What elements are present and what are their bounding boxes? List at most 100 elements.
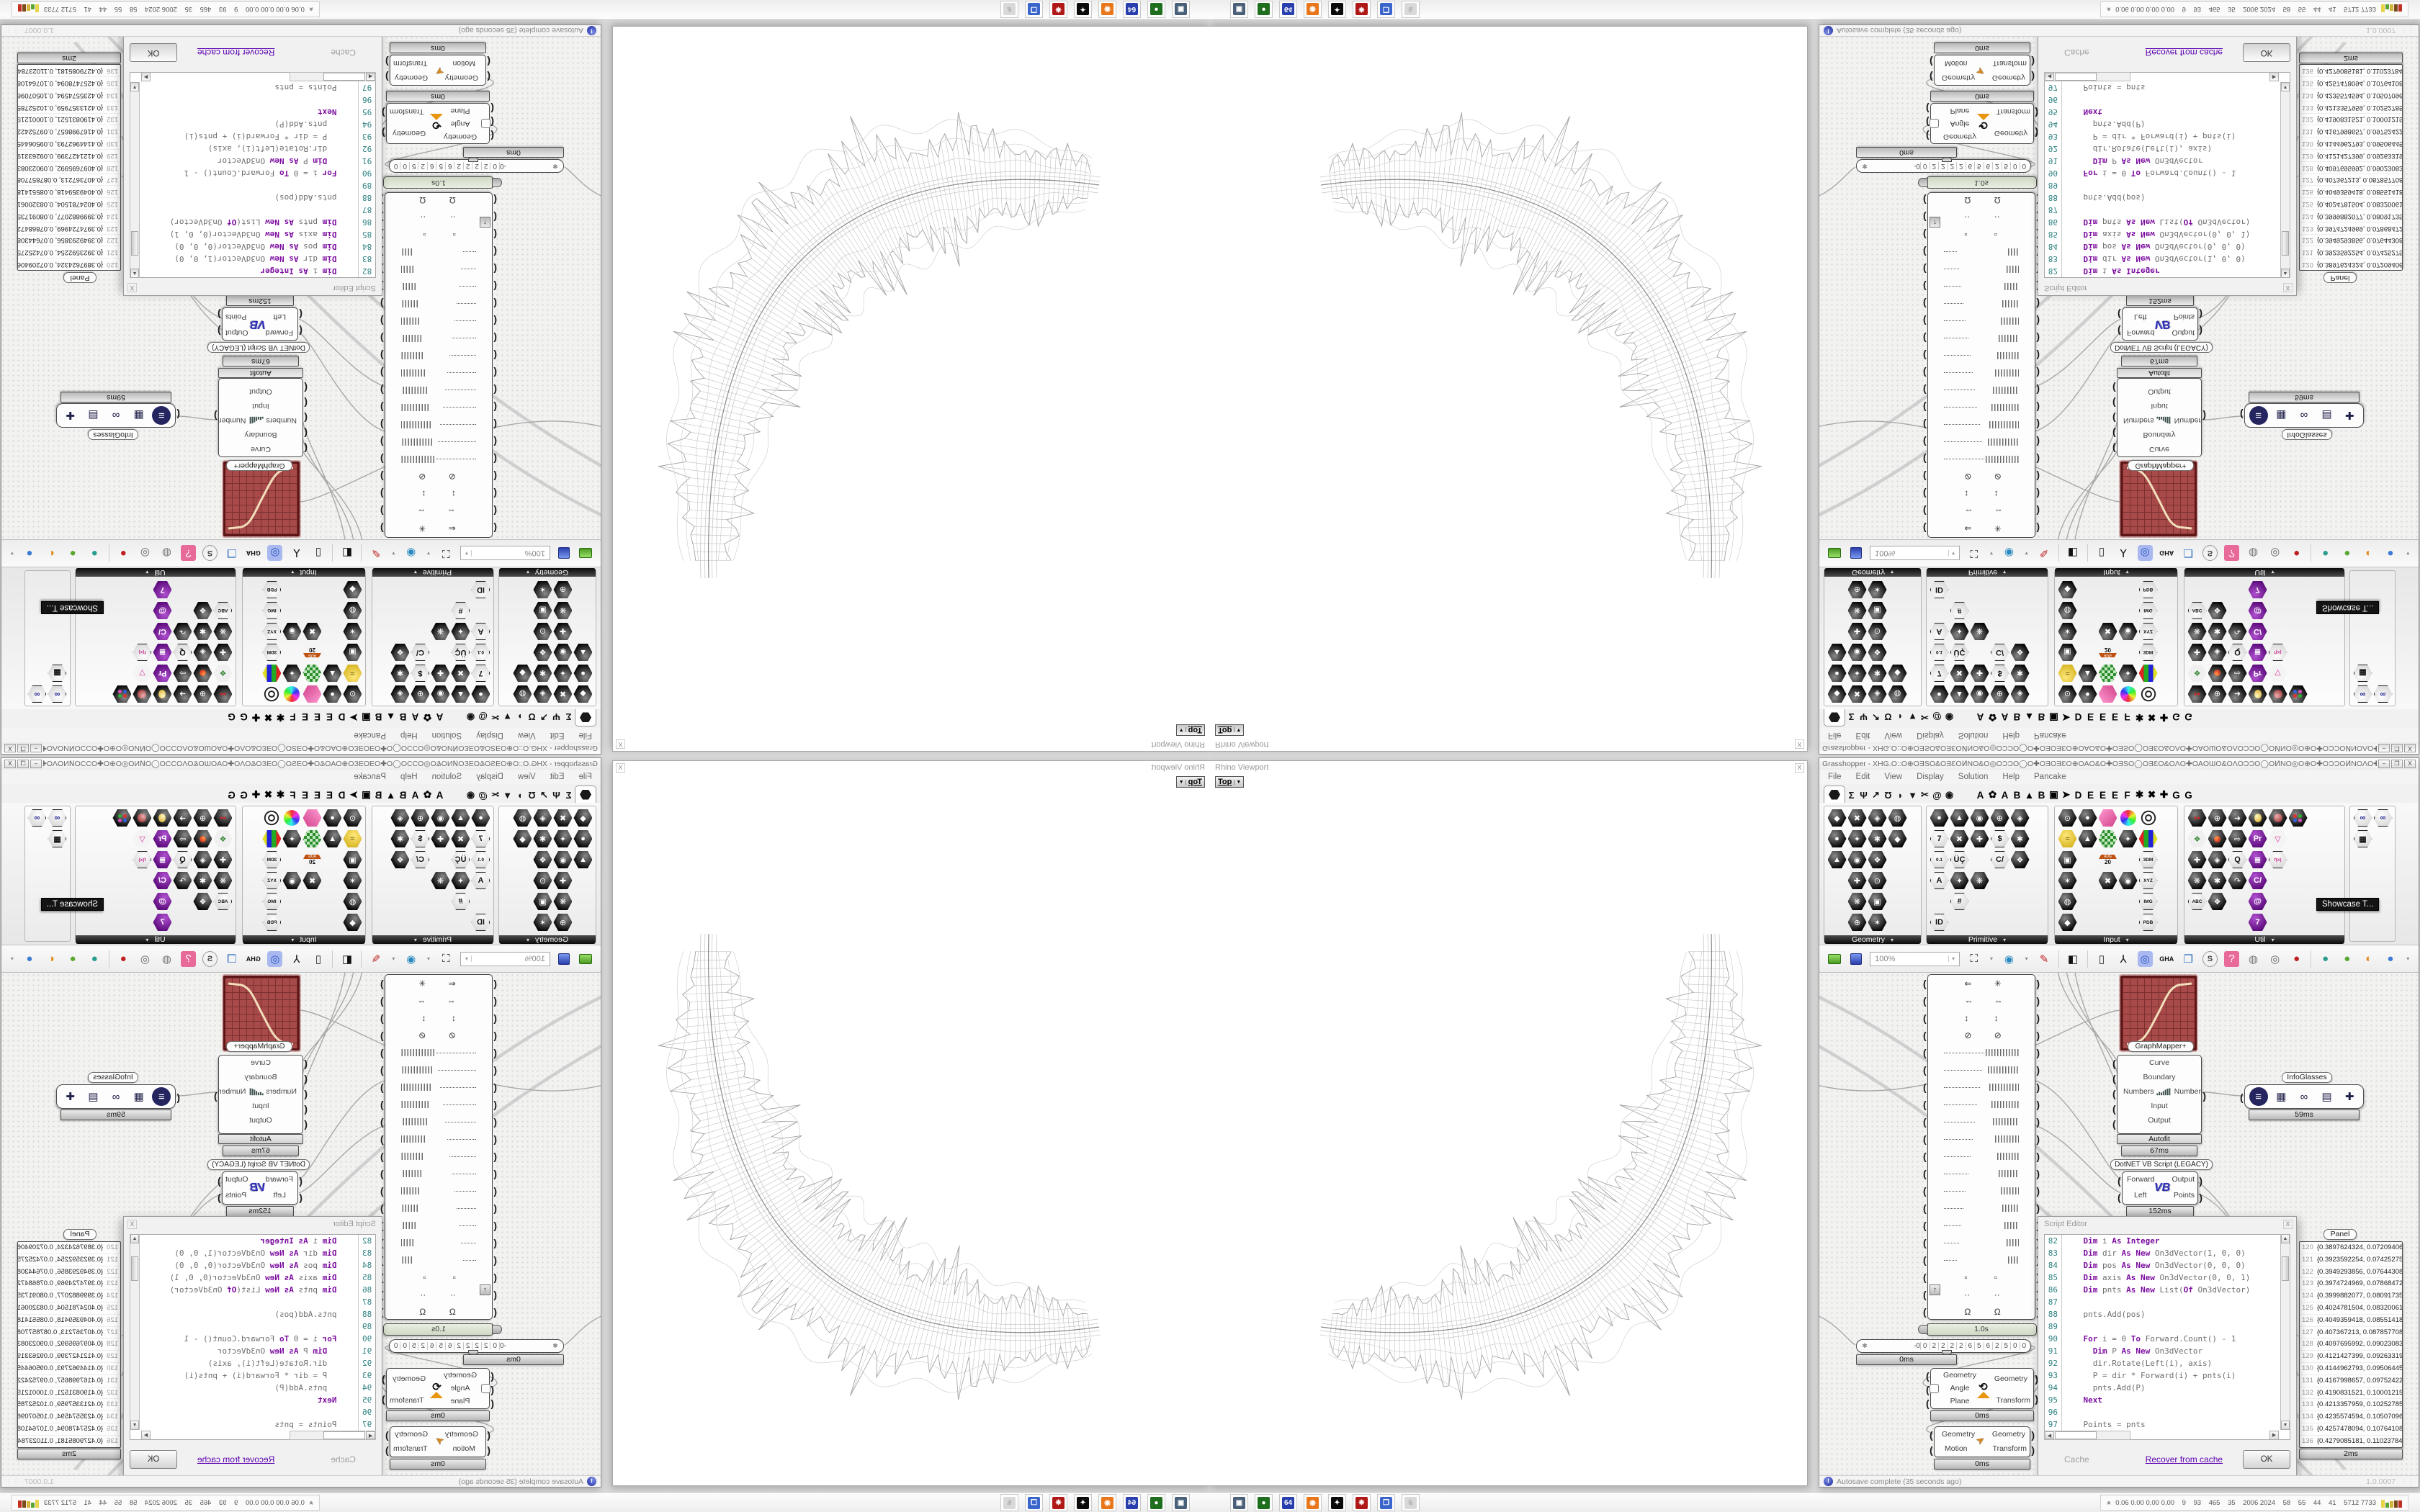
palette-icon[interactable]: ✶ (2058, 623, 2077, 640)
hscroll-thumb[interactable] (323, 1431, 365, 1439)
wire-hook[interactable]: ( (1923, 505, 1927, 517)
palette-icon-xyz[interactable]: XYZ (263, 872, 282, 889)
category-tab-icon-1[interactable]: Ψ (1860, 711, 1868, 722)
palette-icon-lp[interactable]: ≣ (2249, 644, 2267, 661)
palette-icon[interactable]: ❋ (431, 623, 450, 640)
palette-icon[interactable]: ✦ (452, 872, 470, 889)
wire-hook[interactable]: ( (493, 488, 497, 500)
showcase-goggles-icon[interactable]: ∞ (2373, 809, 2393, 827)
gene-slider-row[interactable] (1928, 1165, 2035, 1182)
wire-hook[interactable]: ( (304, 382, 308, 395)
plugin-tab-7[interactable]: ➤ (2061, 789, 2071, 800)
firefox-app-button[interactable]: ◉ (1098, 1, 1116, 18)
slider-grip[interactable] (1942, 157, 1952, 162)
plugin-tab-15[interactable]: ✚ (2159, 712, 2169, 723)
palette-icon[interactable]: ➜ (174, 685, 192, 703)
red-torus-icon[interactable]: ● (120, 547, 127, 559)
vb-script-component[interactable]: Forward Left Output Points VB(()) (218, 307, 302, 341)
puzzle-icon[interactable]: ✚ (2344, 409, 2354, 421)
wire-hook[interactable]: ( (493, 1289, 497, 1300)
wire-hook[interactable]: ( (493, 1306, 497, 1318)
inkscape-app-button[interactable]: ✦ (1328, 1494, 1346, 1511)
palette-icon[interactable] (2098, 809, 2118, 827)
plugin-tab-4[interactable]: ▲ (2024, 790, 2035, 801)
grasshopper-canvas[interactable]: ⇐ ✳ ⇔ ⇔ ↕ ↕ ⊘ ⊘ ▫ ▫ ·· ·· Ω Ω()()()()()()()()()()()()… (1, 35, 601, 539)
wire-hook[interactable]: ( (2112, 1057, 2116, 1069)
code-horizontal-scrollbar[interactable]: ◀ (2044, 1431, 2130, 1440)
gene-slider-row[interactable] (1928, 312, 2035, 330)
screen-capture-app-button[interactable]: ▣ (1172, 1494, 1190, 1511)
palette-icon[interactable]: ❖ (2187, 830, 2207, 847)
palette-icon[interactable]: ❋ (554, 893, 573, 910)
graphmapper-label[interactable]: GraphMapper+ (2128, 1041, 2194, 1052)
palette-group-label-util[interactable]: Util ▾ (76, 935, 236, 944)
palette-icon[interactable] (2120, 686, 2136, 702)
drawer-icon[interactable]: ▤ (88, 1091, 99, 1103)
palette-icon[interactable]: ❋ (431, 872, 450, 889)
palette-icon[interactable]: ➜ (2228, 809, 2247, 827)
plugin-tab-13[interactable]: ✱ (2135, 789, 2144, 800)
palette-icon[interactable]: AUG 20 (2098, 851, 2118, 868)
plugin-tab-7[interactable]: ➤ (349, 712, 359, 723)
palette-icon[interactable]: ❋ (1971, 623, 1989, 640)
palette-icon[interactable]: ⇨ (2228, 665, 2247, 682)
wire-hook[interactable]: ) (380, 384, 384, 396)
scroll-right-icon[interactable]: ▶ (141, 1431, 151, 1440)
wire-hook[interactable]: ) (380, 1202, 384, 1214)
infoglasses-widget[interactable]: ≡ ▦ ∞ ▤ ✚( (56, 1084, 180, 1109)
wire-hook[interactable]: ( (1923, 333, 1927, 344)
teal-ball-icon[interactable]: ● (91, 547, 98, 559)
palette-icon-pdb[interactable]: PDB (2138, 914, 2158, 931)
graphmapper-label[interactable]: GraphMapper+ (2128, 460, 2194, 471)
palette-icon[interactable]: ❖ (1868, 851, 1887, 868)
presentation-board-icon[interactable]: ▦ (2353, 830, 2372, 847)
scroll-right-icon[interactable]: ▶ (141, 72, 151, 81)
script-editor-close-icon[interactable]: X (127, 1220, 137, 1229)
script-editor-code-area[interactable]: 82 Dim i As Integer 83 Dim dir As New On3… (130, 72, 376, 278)
wire-hook[interactable]: ( (1923, 1099, 1927, 1110)
palette-icon[interactable]: ▣ (2058, 644, 2077, 661)
wire-hook[interactable]: ( (493, 1012, 497, 1024)
s-magnifier-icon[interactable]: S (2202, 950, 2218, 967)
vb-script-component[interactable]: Forward Left Output Points VB(()) (218, 1171, 302, 1205)
palette-icon[interactable]: ✖ (303, 623, 322, 640)
wire-hook[interactable]: ( (490, 117, 494, 129)
palette-icon[interactable]: ▣ (344, 851, 362, 868)
palette-icon[interactable]: ✶ (2058, 872, 2077, 889)
wire-hook[interactable]: ( (493, 1099, 497, 1110)
palette-icon[interactable]: ▲ (574, 851, 593, 868)
palette-icon[interactable]: ●● (2188, 685, 2207, 703)
autofit-cluster-component[interactable]: Curve Boundary Numbers Number Input Output(((… (2112, 1055, 2206, 1134)
palette-icon[interactable]: ◆ (344, 581, 362, 598)
palette-icon[interactable]: ⊙ (1868, 872, 1887, 889)
palette-icon-img[interactable]: IMG (263, 893, 282, 910)
graphmapper-component[interactable] (223, 462, 300, 536)
wire-hook[interactable]: ( (304, 413, 308, 425)
wire-hook[interactable]: ( (1923, 419, 1927, 431)
plugin-tab-0[interactable]: A (1976, 790, 1984, 801)
palette-icon[interactable] (194, 830, 212, 847)
wire-hook[interactable]: ) (2036, 523, 2040, 534)
panel-label[interactable]: Panel (63, 1229, 97, 1240)
palette-icon-3dm[interactable]: 3DM (263, 644, 282, 661)
plugin-tab-10[interactable]: E (314, 790, 321, 801)
palette-icon[interactable]: ✱ (391, 665, 410, 682)
palette-icon-xyz[interactable]: XYZ (2138, 872, 2158, 889)
gene-slider-row[interactable] (385, 1130, 492, 1148)
palette-icon[interactable]: ✚ (431, 830, 450, 847)
palette-icon[interactable]: ◍ (2058, 893, 2077, 910)
plugin-tab-15[interactable]: ✚ (251, 789, 261, 800)
wire-hook[interactable]: ) (2035, 1393, 2038, 1405)
grasshopper-canvas[interactable]: ⇐ ✳ ⇔ ⇔ ↕ ↕ ⊘ ⊘ ▫ ▫ ·· ·· Ω Ω()()()()()()()()()()()()… (1819, 35, 2419, 539)
s-magnifier-icon[interactable]: S (202, 545, 218, 562)
palette-icon[interactable]: ⇨ (174, 830, 192, 847)
palette-icon[interactable]: ❖ (194, 602, 212, 619)
wire-hook[interactable]: ( (1930, 56, 1933, 68)
palette-icon[interactable] (2138, 830, 2158, 847)
palette-icon[interactable]: ✖ (1950, 830, 1969, 847)
wire-hook[interactable]: ( (493, 402, 497, 413)
zoom-extents-icon[interactable]: ⛶ (442, 547, 450, 559)
wire-hook[interactable]: ) (380, 298, 384, 310)
category-tab-icon-4[interactable]: ◗ (1897, 711, 1904, 722)
infoglasses-label[interactable]: InfoGlasses (2282, 429, 2332, 440)
